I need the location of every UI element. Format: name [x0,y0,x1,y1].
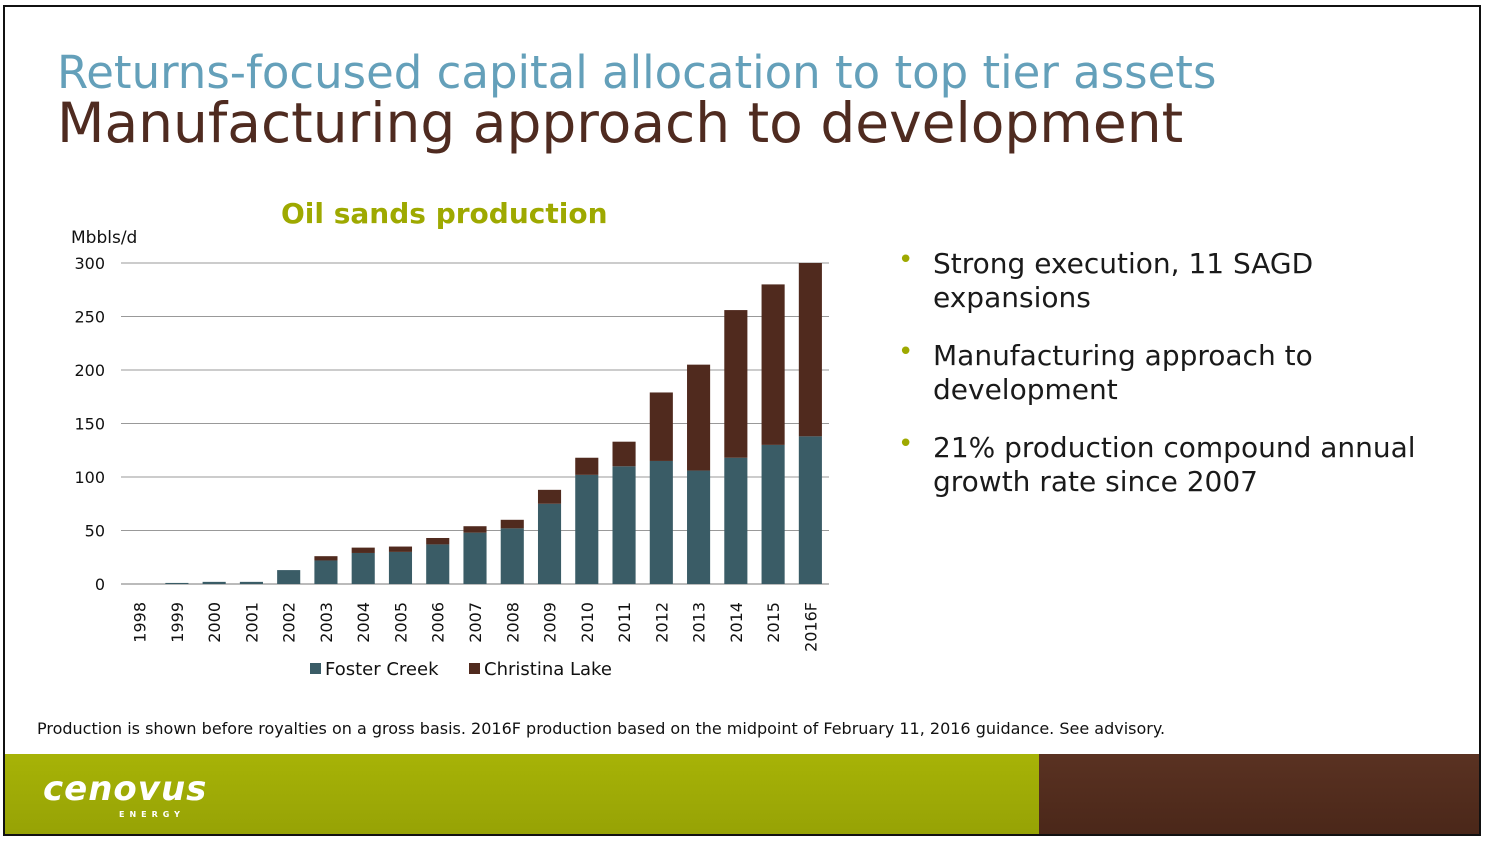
x-tick-label: 1999 [168,602,187,643]
cenovus-logo-subtext: ENERGY [119,810,185,819]
bullet-dot-icon: • [898,245,914,275]
y-tick-label: 150 [74,415,105,434]
y-tick-label: 300 [74,254,105,273]
y-axis-label: Mbbls/d [71,228,137,248]
bar-christina-lake [351,547,375,553]
footnote: Production is shown before royalties on … [37,719,1166,738]
bar-christina-lake [724,310,748,458]
bar-christina-lake [537,489,562,504]
x-tick-label: 2012 [652,602,671,643]
bar-christina-lake [649,392,673,461]
bar-christina-lake [314,556,338,561]
y-tick-label: 0 [95,575,105,594]
x-tick-label: 2001 [242,602,261,643]
x-tick-labels: 1998 1999 2000 2001 2002 2003 2004 2005 2006 2007… [131,602,821,652]
chart-title: Oil sands production [281,197,608,230]
bar-foster-creek [314,560,338,584]
x-tick-label: 2008 [503,602,522,643]
bar-foster-creek [426,544,450,584]
x-tick-label: 2011 [615,602,634,643]
bar-foster-creek [761,444,785,584]
bullet-dot-icon: • [898,337,914,367]
y-tick-label: 200 [74,361,105,380]
bar-christina-lake [761,284,785,445]
footer-band-brown [1039,754,1479,834]
bullet-list: • Strong execution, 11 SAGD expansions • M… [891,245,1461,523]
bar-foster-creek [687,470,711,584]
bar-christina-lake [388,546,413,552]
bar-foster-creek [575,474,599,584]
bar-foster-creek [277,570,301,584]
x-tick-label: 2010 [578,602,597,643]
bullet-item: • Strong execution, 11 SAGD expansions [891,245,1461,315]
bars [165,263,822,584]
bar-foster-creek [388,551,413,584]
bar-foster-creek [463,532,487,584]
legend-label: Christina Lake [484,659,612,680]
bar-christina-lake [426,537,450,545]
bullet-text: 21% production compound annual growth ra… [933,431,1416,498]
y-tick-label: 100 [74,468,105,487]
bar-christina-lake [687,364,711,471]
bar-christina-lake [500,519,524,529]
x-tick-label: 2015 [764,602,783,643]
bar-foster-creek [239,581,263,584]
bar-christina-lake [612,441,636,467]
x-tick-label: 2007 [466,602,485,643]
x-tick-label: 1998 [131,602,150,643]
slide-subtitle: Returns-focused capital allocation to to… [57,46,1217,99]
footer-band-green [5,754,1039,834]
legend-label: Foster Creek [325,659,439,680]
bar-foster-creek [537,503,562,584]
bar-foster-creek [351,552,375,584]
bullet-item: • Manufacturing approach to development [891,337,1461,407]
x-tick-label: 2014 [727,602,746,643]
bar-foster-creek [500,528,524,584]
x-tick-label: 2016F [801,602,820,652]
bullet-item: • 21% production compound annual growth r… [891,429,1461,499]
bar-foster-creek [724,457,748,584]
y-tick-labels: 0 50 100 150 200 250 300 [74,254,105,594]
x-tick-label: 2003 [317,602,336,643]
x-tick-label: 2004 [354,602,373,643]
legend: Foster Creek Christina Lake [310,659,612,680]
x-tick-label: 2002 [280,602,299,643]
slide-title: Manufacturing approach to development [57,91,1184,155]
bar-foster-creek [612,466,636,584]
x-tick-label: 2009 [541,602,560,643]
cenovus-logo: cenovus [43,769,208,809]
x-tick-label: 2013 [690,602,709,643]
bar-foster-creek [202,581,226,584]
slide: Returns-focused capital allocation to to… [3,5,1481,836]
x-tick-label: 2005 [391,602,410,643]
bullet-text: Strong execution, 11 SAGD expansions [933,247,1314,314]
gridlines [121,262,829,585]
bar-foster-creek [165,582,189,584]
bullet-text: Manufacturing approach to development [933,339,1313,406]
bar-foster-creek [649,460,673,584]
legend-swatch [469,663,480,674]
x-tick-label: 2000 [205,602,224,643]
bar-foster-creek [798,436,822,584]
bullet-dot-icon: • [898,429,914,459]
bar-christina-lake [575,457,599,475]
bar-christina-lake [798,263,822,437]
y-tick-label: 50 [85,522,105,541]
x-tick-label: 2006 [429,602,448,643]
y-tick-label: 250 [74,308,105,327]
legend-swatch [310,663,321,674]
production-chart: Mbbls/d 0 50 100 150 200 250 300 1998 1999 2000 2… [71,228,829,680]
bar-christina-lake [463,526,487,533]
